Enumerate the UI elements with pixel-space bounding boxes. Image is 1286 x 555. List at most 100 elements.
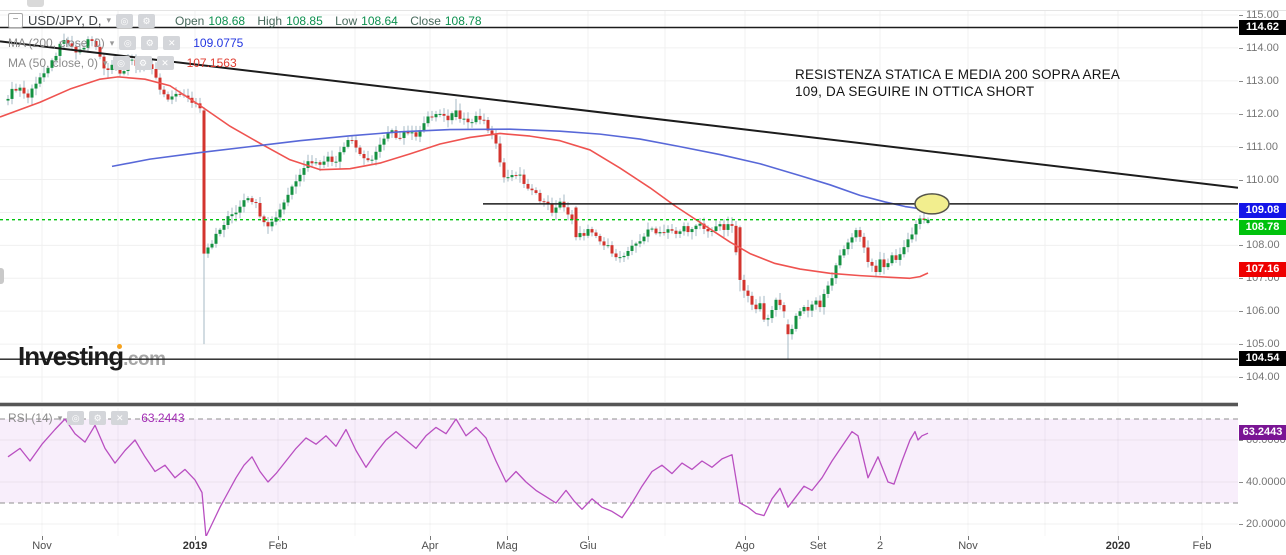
candle-body: [586, 229, 590, 236]
chevron-down-icon[interactable]: ▾: [57, 412, 63, 423]
chevron-down-icon[interactable]: ▾: [106, 15, 111, 25]
ma50-label: MA (50, close, 0): [8, 56, 99, 70]
candle-body: [374, 151, 378, 160]
settings-icon[interactable]: ⚙: [137, 13, 155, 28]
candle-body: [594, 232, 598, 236]
price-tick-mark: [1239, 146, 1243, 148]
rsi-line: [7, 418, 929, 536]
candle-body: [550, 204, 554, 213]
candle-body: [378, 144, 382, 152]
ma50-line: [0, 76, 929, 280]
price-tick-mark: [1239, 344, 1243, 346]
close-icon[interactable]: ✕: [111, 411, 129, 425]
settings-icon[interactable]: ⚙: [141, 36, 159, 50]
visibility-icon[interactable]: ◎: [115, 13, 133, 28]
price-axis[interactable]: 115.00 114.00 113.00 112.00 111.00 110.00 109.…: [1238, 9, 1286, 536]
pane-separator[interactable]: [0, 403, 1286, 406]
settings-icon[interactable]: ⚙: [89, 411, 107, 425]
candle-body: [226, 216, 230, 226]
candle-body: [658, 232, 662, 234]
candle-body: [86, 39, 90, 48]
close-icon[interactable]: ✕: [156, 56, 174, 70]
candle-body: [758, 303, 762, 310]
close-icon[interactable]: ✕: [163, 36, 181, 50]
price-axis-badge: 108.78: [1239, 220, 1286, 235]
ma200-label: MA (200, close, 0): [8, 36, 105, 50]
collapse-pane-icon[interactable]: −: [8, 13, 23, 28]
candle-body: [386, 133, 390, 139]
candle-body: [430, 116, 434, 118]
investing-logo-text: Investing: [18, 341, 124, 371]
price-tick-mark: [1239, 278, 1243, 280]
candle-body: [522, 174, 526, 184]
candle-body: [582, 233, 586, 236]
candle-body: [66, 40, 70, 44]
candle-body: [458, 110, 462, 119]
candle-body: [662, 232, 666, 234]
candle-body: [254, 202, 258, 204]
chevron-down-icon[interactable]: ▾: [103, 57, 108, 68]
drawing-toolbar-handle[interactable]: [0, 268, 4, 284]
candle-body: [486, 119, 490, 131]
candle-body: [634, 243, 638, 246]
time-axis[interactable]: Nov 2019 Feb Apr Mag Giu Ago Set 2 Nov 2020 Feb: [0, 536, 1286, 555]
candle-body: [70, 43, 74, 47]
price-tick-mark: [1239, 80, 1243, 82]
candle-body: [90, 39, 94, 41]
candle-body: [566, 207, 570, 215]
candle-body: [774, 299, 778, 310]
candle-body: [618, 257, 622, 259]
candle-body: [846, 242, 850, 250]
candle-body: [910, 234, 914, 240]
visibility-icon[interactable]: ◎: [67, 411, 85, 425]
chevron-down-icon[interactable]: ▾: [109, 37, 115, 48]
ma200-legend-row: MA (200, close, 0) ▾ ◎ ⚙ ✕ 109.0775: [8, 36, 243, 50]
candle-body: [354, 140, 358, 148]
candle-body: [10, 88, 14, 99]
candle-body: [322, 161, 326, 165]
candle-body: [402, 131, 406, 139]
candle-body: [238, 206, 242, 213]
candle-body: [814, 300, 818, 305]
price-tick-mark: [1239, 245, 1243, 247]
low-value: 108.64: [361, 13, 398, 28]
visibility-icon[interactable]: ◎: [112, 56, 130, 70]
candle-body: [698, 223, 702, 226]
time-tick-mark: [1118, 536, 1119, 540]
candle-body: [610, 245, 614, 254]
candle-body: [770, 309, 774, 319]
rsi-band: [0, 419, 1238, 503]
low-label: Low: [335, 13, 358, 28]
candle-body: [318, 162, 322, 165]
settings-icon[interactable]: ⚙: [134, 56, 152, 70]
candle-body: [266, 222, 270, 227]
candle-body: [762, 303, 766, 320]
candle-body: [766, 318, 770, 320]
candle-body: [898, 254, 902, 260]
candle-body: [890, 255, 894, 264]
candle-body: [466, 118, 470, 123]
candle-body: [62, 40, 66, 44]
candle-body: [110, 64, 114, 71]
candle-body: [598, 235, 602, 242]
candle-body: [650, 228, 654, 230]
symbol-legend-row: − USD/JPY, D, ▾ ◎ ⚙ Open 108.68 High 108.8…: [8, 13, 482, 28]
visibility-icon[interactable]: ◎: [119, 36, 137, 50]
time-tick-label: Set: [809, 540, 827, 552]
candle-body: [422, 123, 426, 131]
candle-body: [366, 158, 370, 161]
candle-body: [726, 224, 730, 230]
candle-body: [750, 295, 754, 305]
symbol-title[interactable]: USD/JPY, D,: [28, 13, 102, 28]
candle-body: [470, 122, 474, 124]
chart-plot-area[interactable]: [0, 0, 1238, 536]
candle-body: [278, 209, 282, 218]
candle-body: [914, 223, 918, 235]
candle-body: [802, 307, 806, 312]
descending-trendline: [0, 40, 1238, 189]
candle-body: [510, 175, 514, 178]
candle-body: [302, 168, 306, 175]
candle-body: [538, 192, 542, 202]
candle-body: [390, 130, 394, 134]
candle-body: [734, 225, 738, 253]
